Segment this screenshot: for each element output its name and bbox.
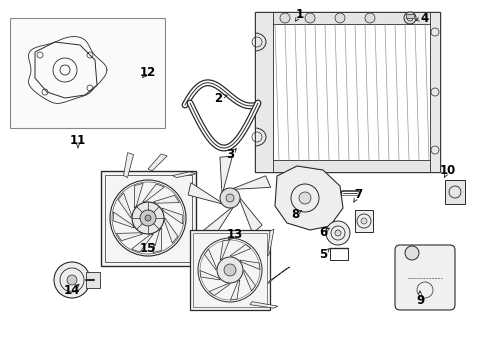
Text: 3: 3 (226, 149, 234, 162)
Circle shape (224, 264, 236, 276)
Polygon shape (230, 244, 251, 256)
Polygon shape (165, 218, 178, 243)
Bar (86, 272, 100, 288)
Circle shape (54, 262, 90, 298)
Polygon shape (209, 284, 230, 295)
Text: 11: 11 (70, 134, 86, 147)
Bar (255, 12, 440, 24)
Polygon shape (275, 166, 343, 230)
Bar (255, 12, 440, 172)
Bar (10, 18, 165, 128)
Bar (406, 14, 414, 18)
Polygon shape (203, 207, 233, 237)
Bar (430, 12, 440, 172)
Text: 7: 7 (354, 188, 362, 202)
Text: 13: 13 (227, 228, 243, 241)
Circle shape (132, 202, 164, 234)
Bar (355, 210, 373, 232)
Polygon shape (132, 234, 153, 252)
Text: 4: 4 (421, 12, 429, 24)
Polygon shape (244, 270, 256, 291)
Bar (193, 233, 267, 307)
Polygon shape (250, 302, 278, 308)
Polygon shape (240, 198, 262, 233)
Text: 5: 5 (319, 249, 327, 261)
Bar (255, 12, 273, 172)
Text: 15: 15 (140, 241, 156, 255)
Bar (445, 180, 465, 204)
Polygon shape (268, 267, 290, 284)
Polygon shape (118, 193, 131, 218)
Circle shape (67, 275, 77, 285)
Polygon shape (143, 184, 164, 202)
Bar (190, 230, 270, 310)
Circle shape (365, 13, 375, 23)
Polygon shape (204, 249, 216, 270)
Text: 2: 2 (214, 91, 222, 104)
Polygon shape (117, 233, 143, 241)
Text: 6: 6 (319, 225, 327, 238)
Circle shape (335, 230, 341, 236)
Polygon shape (230, 280, 240, 300)
Circle shape (361, 218, 367, 224)
Text: 12: 12 (140, 66, 156, 79)
Circle shape (305, 13, 315, 23)
Circle shape (226, 194, 234, 202)
FancyBboxPatch shape (395, 245, 455, 310)
Polygon shape (240, 260, 260, 270)
Circle shape (326, 221, 350, 245)
Text: 8: 8 (291, 208, 299, 221)
Circle shape (220, 188, 240, 208)
Circle shape (280, 13, 290, 23)
Text: 1: 1 (296, 7, 304, 20)
Polygon shape (153, 195, 179, 203)
Polygon shape (123, 153, 134, 177)
Circle shape (405, 246, 419, 260)
Circle shape (217, 257, 243, 283)
Bar (105, 175, 192, 262)
Polygon shape (220, 240, 229, 260)
Polygon shape (148, 154, 167, 171)
Polygon shape (172, 172, 196, 177)
Polygon shape (233, 176, 270, 189)
Bar (255, 160, 440, 172)
Polygon shape (162, 208, 183, 224)
Polygon shape (268, 229, 274, 256)
Circle shape (404, 12, 416, 24)
Polygon shape (113, 212, 134, 228)
Text: 10: 10 (440, 164, 456, 176)
Circle shape (145, 215, 151, 221)
Polygon shape (220, 156, 232, 192)
Circle shape (335, 13, 345, 23)
Circle shape (140, 210, 156, 226)
Text: 9: 9 (416, 293, 424, 306)
Bar (101, 171, 196, 266)
Polygon shape (188, 183, 222, 204)
Polygon shape (153, 228, 162, 253)
Text: 14: 14 (64, 284, 80, 296)
Polygon shape (134, 183, 143, 208)
Circle shape (299, 192, 311, 204)
Polygon shape (200, 270, 220, 280)
